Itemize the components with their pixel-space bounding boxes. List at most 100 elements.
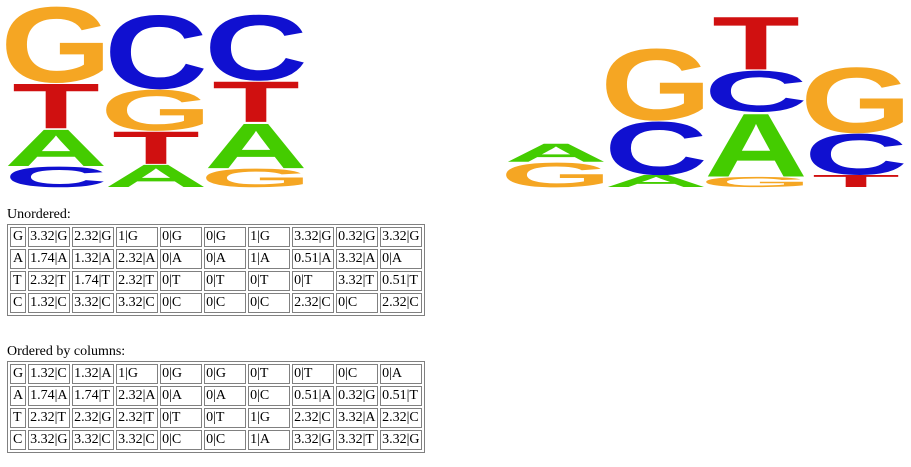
logo-1-col-2-letter-a: A — [104, 158, 207, 194]
matrix-cell: 0|A — [204, 249, 247, 269]
matrix-cell: 3.32|T — [336, 430, 379, 450]
matrix-cell: 1.32|A — [72, 249, 115, 269]
logo-1-col-2-letter-g: G — [100, 78, 211, 143]
matrix-cell: 1.32|A — [72, 364, 115, 384]
matrix-cell: 0|G — [204, 364, 247, 384]
matrix-cell: 3.32|C — [72, 430, 115, 450]
logo-1-col-2-letter-c: C — [104, 0, 207, 111]
matrix-cell: 2.32|C — [380, 408, 423, 428]
matrix-cell: 1.74|A — [28, 249, 71, 269]
matrix-cell: 0|G — [160, 227, 203, 247]
matrix-cell: 0.32|G — [336, 386, 379, 406]
matrix-cell: 2.32|T — [116, 271, 159, 291]
matrix-cell: 0.32|G — [336, 227, 379, 247]
matrix-cell: 0|A — [380, 364, 423, 384]
matrix-row: A 1.74|A 1.32|A 2.32|A 0|A 0|A 1|A 0.51|A 3.32|A… — [10, 249, 423, 269]
matrix-cell: 0|C — [336, 364, 379, 384]
matrix-cell: 1.74|T — [72, 271, 115, 291]
matrix-cell: 1|G — [116, 364, 159, 384]
matrix-cell: 0|T — [160, 408, 203, 428]
matrix-cell: 0.51|T — [380, 386, 423, 406]
matrix-cell: 0|C — [204, 430, 247, 450]
matrix-cell: 0|C — [248, 386, 291, 406]
row-label: C — [10, 430, 27, 450]
logo-2-col-1-letter-g: G — [500, 156, 611, 195]
matrix-cell: 0|T — [292, 364, 335, 384]
row-label: T — [10, 408, 27, 428]
matrix-cell: 2.32|T — [116, 408, 159, 428]
matrix-row: G 3.32|G 2.32|G 1|G 0|G 0|G 1|G 3.32|G 0.32|G 3.3… — [10, 227, 423, 247]
logo-2-col-3-letter-a: A — [704, 96, 807, 196]
matrix-cell: 0|T — [204, 408, 247, 428]
ordered-matrix-table: G 1.32|C 1.32|A 1|G 0|G 0|G 0|T 0|T 0|C 0|A A 1.74|… — [7, 361, 426, 453]
logo-2-col-1-letter-a: A — [504, 138, 607, 167]
ordered-caption: Ordered by columns: — [7, 344, 126, 359]
matrix-cell: 3.32|C — [116, 430, 159, 450]
row-label: T — [10, 271, 27, 291]
logo-2-col-2-letter-a: A — [604, 171, 707, 191]
matrix-cell: 3.32|T — [336, 271, 379, 291]
matrix-cell: 2.32|G — [72, 408, 115, 428]
matrix-cell: 1.32|C — [28, 364, 71, 384]
logo-1-col-1-letter-g: G — [0, 0, 111, 105]
matrix-cell: 0|T — [160, 271, 203, 291]
matrix-cell: 1|G — [248, 408, 291, 428]
row-label: G — [10, 364, 27, 384]
logo-1-col-1-letter-c: C — [4, 160, 107, 193]
matrix-cell: 2.32|A — [116, 386, 159, 406]
matrix-cell: 1|G — [116, 227, 159, 247]
matrix-cell: 0|T — [292, 271, 335, 291]
logo-2-col-2-letter-c: C — [604, 106, 707, 191]
matrix-cell: 3.32|G — [292, 430, 335, 450]
matrix-cell: 0.51|T — [380, 271, 423, 291]
logo-2-col-4-letter-t: T — [812, 171, 900, 191]
matrix-cell: 0|C — [160, 293, 203, 313]
row-label: C — [10, 293, 27, 313]
row-label: A — [10, 249, 27, 269]
matrix-cell: 3.32|G — [292, 227, 335, 247]
matrix-cell: 3.32|C — [72, 293, 115, 313]
matrix-cell: 3.32|A — [336, 249, 379, 269]
matrix-cell: 0|C — [248, 293, 291, 313]
matrix-cell: 2.32|G — [72, 227, 115, 247]
matrix-cell: 1|A — [248, 249, 291, 269]
matrix-cell: 2.32|C — [380, 293, 423, 313]
matrix-cell: 2.32|T — [28, 271, 71, 291]
matrix-cell: 3.32|G — [380, 227, 423, 247]
matrix-cell: 0|A — [160, 386, 203, 406]
logo-2-col-3-letter-c: C — [704, 59, 807, 124]
matrix-cell: 1.74|T — [72, 386, 115, 406]
matrix-cell: 3.32|G — [380, 430, 423, 450]
logo-1-col-2-letter-t: T — [112, 122, 200, 174]
matrix-row: A 1.74|A 1.74|T 2.32|A 0|A 0|A 0|C 0.51|A 0.32|G… — [10, 386, 423, 406]
matrix-cell: 1|G — [248, 227, 291, 247]
matrix-cell: 0|T — [248, 271, 291, 291]
logo-1-col-3-letter-c: C — [204, 0, 307, 100]
matrix-cell: 2.32|A — [116, 249, 159, 269]
logo-1-col-1-letter-a: A — [4, 118, 107, 177]
unordered-matrix-table: G 3.32|G 2.32|G 1|G 0|G 0|G 1|G 3.32|G 0.32|G 3.3… — [7, 224, 426, 316]
logo-2-col-4-letter-g: G — [800, 48, 911, 152]
logo-1-col-1-letter-t: T — [12, 70, 100, 142]
logo-1-col-3-letter-a: A — [204, 110, 307, 182]
logo-2-col-3-letter-g: G — [700, 174, 811, 190]
matrix-row: T 2.32|T 2.32|G 2.32|T 0|T 0|T 1|G 2.32|C 3.32|A… — [10, 408, 423, 428]
logo-1-col-3-letter-g: G — [200, 163, 311, 192]
unordered-caption: Unordered: — [7, 207, 71, 222]
logo-1-col-3-letter-t: T — [212, 70, 300, 135]
logo-2-col-3-letter-t: T — [712, 1, 800, 86]
matrix-cell: 1.32|C — [28, 293, 71, 313]
matrix-cell: 0|A — [380, 249, 423, 269]
matrix-cell: 0.51|A — [292, 386, 335, 406]
matrix-cell: 0|C — [336, 293, 379, 313]
matrix-cell: 3.32|C — [116, 293, 159, 313]
matrix-cell: 0|T — [248, 364, 291, 384]
logo-2-col-4-letter-c: C — [804, 122, 907, 187]
matrix-cell: 0.51|A — [292, 249, 335, 269]
matrix-cell: 0|C — [204, 293, 247, 313]
matrix-cell: 1.74|A — [28, 386, 71, 406]
matrix-cell: 0|G — [204, 227, 247, 247]
